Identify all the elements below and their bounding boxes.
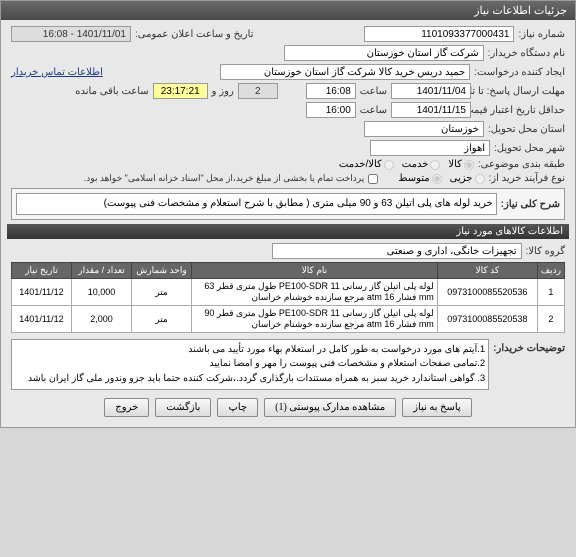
lbl-purchase-type: نوع فرآیند خرید از: bbox=[489, 173, 566, 184]
fld-announce-time: 1401/11/01 - 16:08 bbox=[11, 26, 131, 42]
table-row: 20973100085520538لوله پلی اتیلن گاز رسان… bbox=[12, 306, 565, 333]
chk-partial-pay[interactable] bbox=[368, 174, 378, 184]
fld-need-number: 1101093377000431 bbox=[364, 26, 514, 42]
lbl-time1: ساعت bbox=[360, 86, 387, 97]
fld-days-remain: 2 bbox=[238, 83, 278, 99]
lbl-need-number: شماره نیاز: bbox=[518, 29, 565, 40]
main-window: جزئیات اطلاعات نیاز شماره نیاز: 11010933… bbox=[0, 0, 576, 428]
general-title-box: شرح کلی نیاز: خرید لوله های پلی اتیلن 63… bbox=[11, 188, 565, 220]
lbl-partial-pay: پرداخت تمام یا بخشی از مبلغ خرید،از محل … bbox=[84, 173, 364, 184]
lbl-days-and: روز و bbox=[212, 86, 234, 97]
lbl-delivery-state: استان محل تحویل: bbox=[488, 124, 565, 135]
opt-goods-service[interactable]: کالا/خدمت bbox=[339, 159, 394, 170]
opt-minor[interactable]: جزیی bbox=[450, 173, 485, 184]
lbl-general-title: شرح کلی نیاز: bbox=[501, 199, 560, 210]
lbl-min-expiry: حداقل تاریخ اعتبار قیمت: تا تاریخ: bbox=[475, 105, 565, 116]
fld-delivery-state: خوزستان bbox=[364, 121, 484, 137]
lbl-time2: ساعت bbox=[360, 105, 387, 116]
th-qty: تعداد / مقدار bbox=[72, 263, 132, 279]
th-name: نام کالا bbox=[192, 263, 438, 279]
th-date: تاریخ نیاز bbox=[12, 263, 72, 279]
lbl-deadline: مهلت ارسال پاسخ: تا تاریخ: bbox=[475, 86, 565, 97]
th-code: کد کالا bbox=[437, 263, 537, 279]
fld-general-title: خرید لوله های پلی اتیلن 63 و 90 میلی متر… bbox=[16, 193, 497, 215]
lbl-announce-time: تاریخ و ساعت اعلان عمومی: bbox=[135, 29, 254, 40]
lbl-goods-group: گروه کالا: bbox=[526, 246, 565, 257]
lbl-requester: ایجاد کننده درخواست: bbox=[474, 67, 565, 78]
lbl-need-desc: توضیحات خریدار: bbox=[493, 339, 565, 354]
th-row: ردیف bbox=[537, 263, 564, 279]
content-area: شماره نیاز: 1101093377000431 تاریخ و ساع… bbox=[1, 20, 575, 427]
fld-expiry-date: 1401/11/15 bbox=[391, 102, 471, 118]
purchase-type-options: جزیی متوسط bbox=[398, 173, 484, 184]
items-header: اطلاعات کالاهای مورد نیاز bbox=[7, 224, 569, 239]
fld-buyer-org: شرکت گاز استان خوزستان bbox=[284, 45, 484, 61]
lbl-hours-remain: ساعت باقی مانده bbox=[75, 86, 148, 97]
opt-medium[interactable]: متوسط bbox=[398, 173, 441, 184]
btn-exit[interactable]: خروج bbox=[104, 398, 149, 417]
fld-deadline-date: 1401/11/04 bbox=[391, 83, 471, 99]
table-row: 10973100085520536لوله پلی اتیلن گاز رسان… bbox=[12, 279, 565, 306]
fld-delivery-city: اهواز bbox=[370, 140, 490, 156]
lbl-buyer-org: نام دستگاه خریدار: bbox=[488, 48, 565, 59]
subject-class-options: کالا خدمت کالا/خدمت bbox=[339, 159, 474, 170]
btn-attachments[interactable]: مشاهده مدارک پیوستی (1) bbox=[264, 398, 396, 417]
lbl-subject-class: طبقه بندی موضوعی: bbox=[478, 159, 565, 170]
btn-back[interactable]: بازگشت bbox=[155, 398, 211, 417]
opt-service[interactable]: خدمت bbox=[402, 159, 441, 170]
fld-goods-group: تجهیزات خانگی، اداری و صنعتی bbox=[272, 243, 522, 259]
fld-expiry-time: 16:00 bbox=[306, 102, 356, 118]
opt-goods[interactable]: کالا bbox=[448, 159, 474, 170]
th-order: واحد شمارش bbox=[132, 263, 192, 279]
items-table: ردیف کد کالا نام کالا واحد شمارش تعداد /… bbox=[11, 262, 565, 333]
fld-deadline-time: 16:08 bbox=[306, 83, 356, 99]
btn-print[interactable]: چاپ bbox=[217, 398, 258, 417]
lbl-delivery-city: شهر محل تحویل: bbox=[494, 143, 565, 154]
fld-need-desc: 1.آیتم های مورد درخواست به طور کامل در ا… bbox=[11, 339, 489, 390]
fld-requester: حمید دریس خرید کالا شرکت گاز استان خوزست… bbox=[220, 64, 470, 80]
fld-hours-remain: 23:17:21 bbox=[153, 83, 208, 99]
window-titlebar: جزئیات اطلاعات نیاز bbox=[1, 1, 575, 20]
link-buyer-contact[interactable]: اطلاعات تماس خریدار bbox=[11, 67, 103, 78]
window-title: جزئیات اطلاعات نیاز bbox=[474, 5, 567, 17]
btn-respond[interactable]: پاسخ به نیاز bbox=[402, 398, 472, 417]
button-row: پاسخ به نیاز مشاهده مدارک پیوستی (1) چاپ… bbox=[11, 398, 565, 417]
